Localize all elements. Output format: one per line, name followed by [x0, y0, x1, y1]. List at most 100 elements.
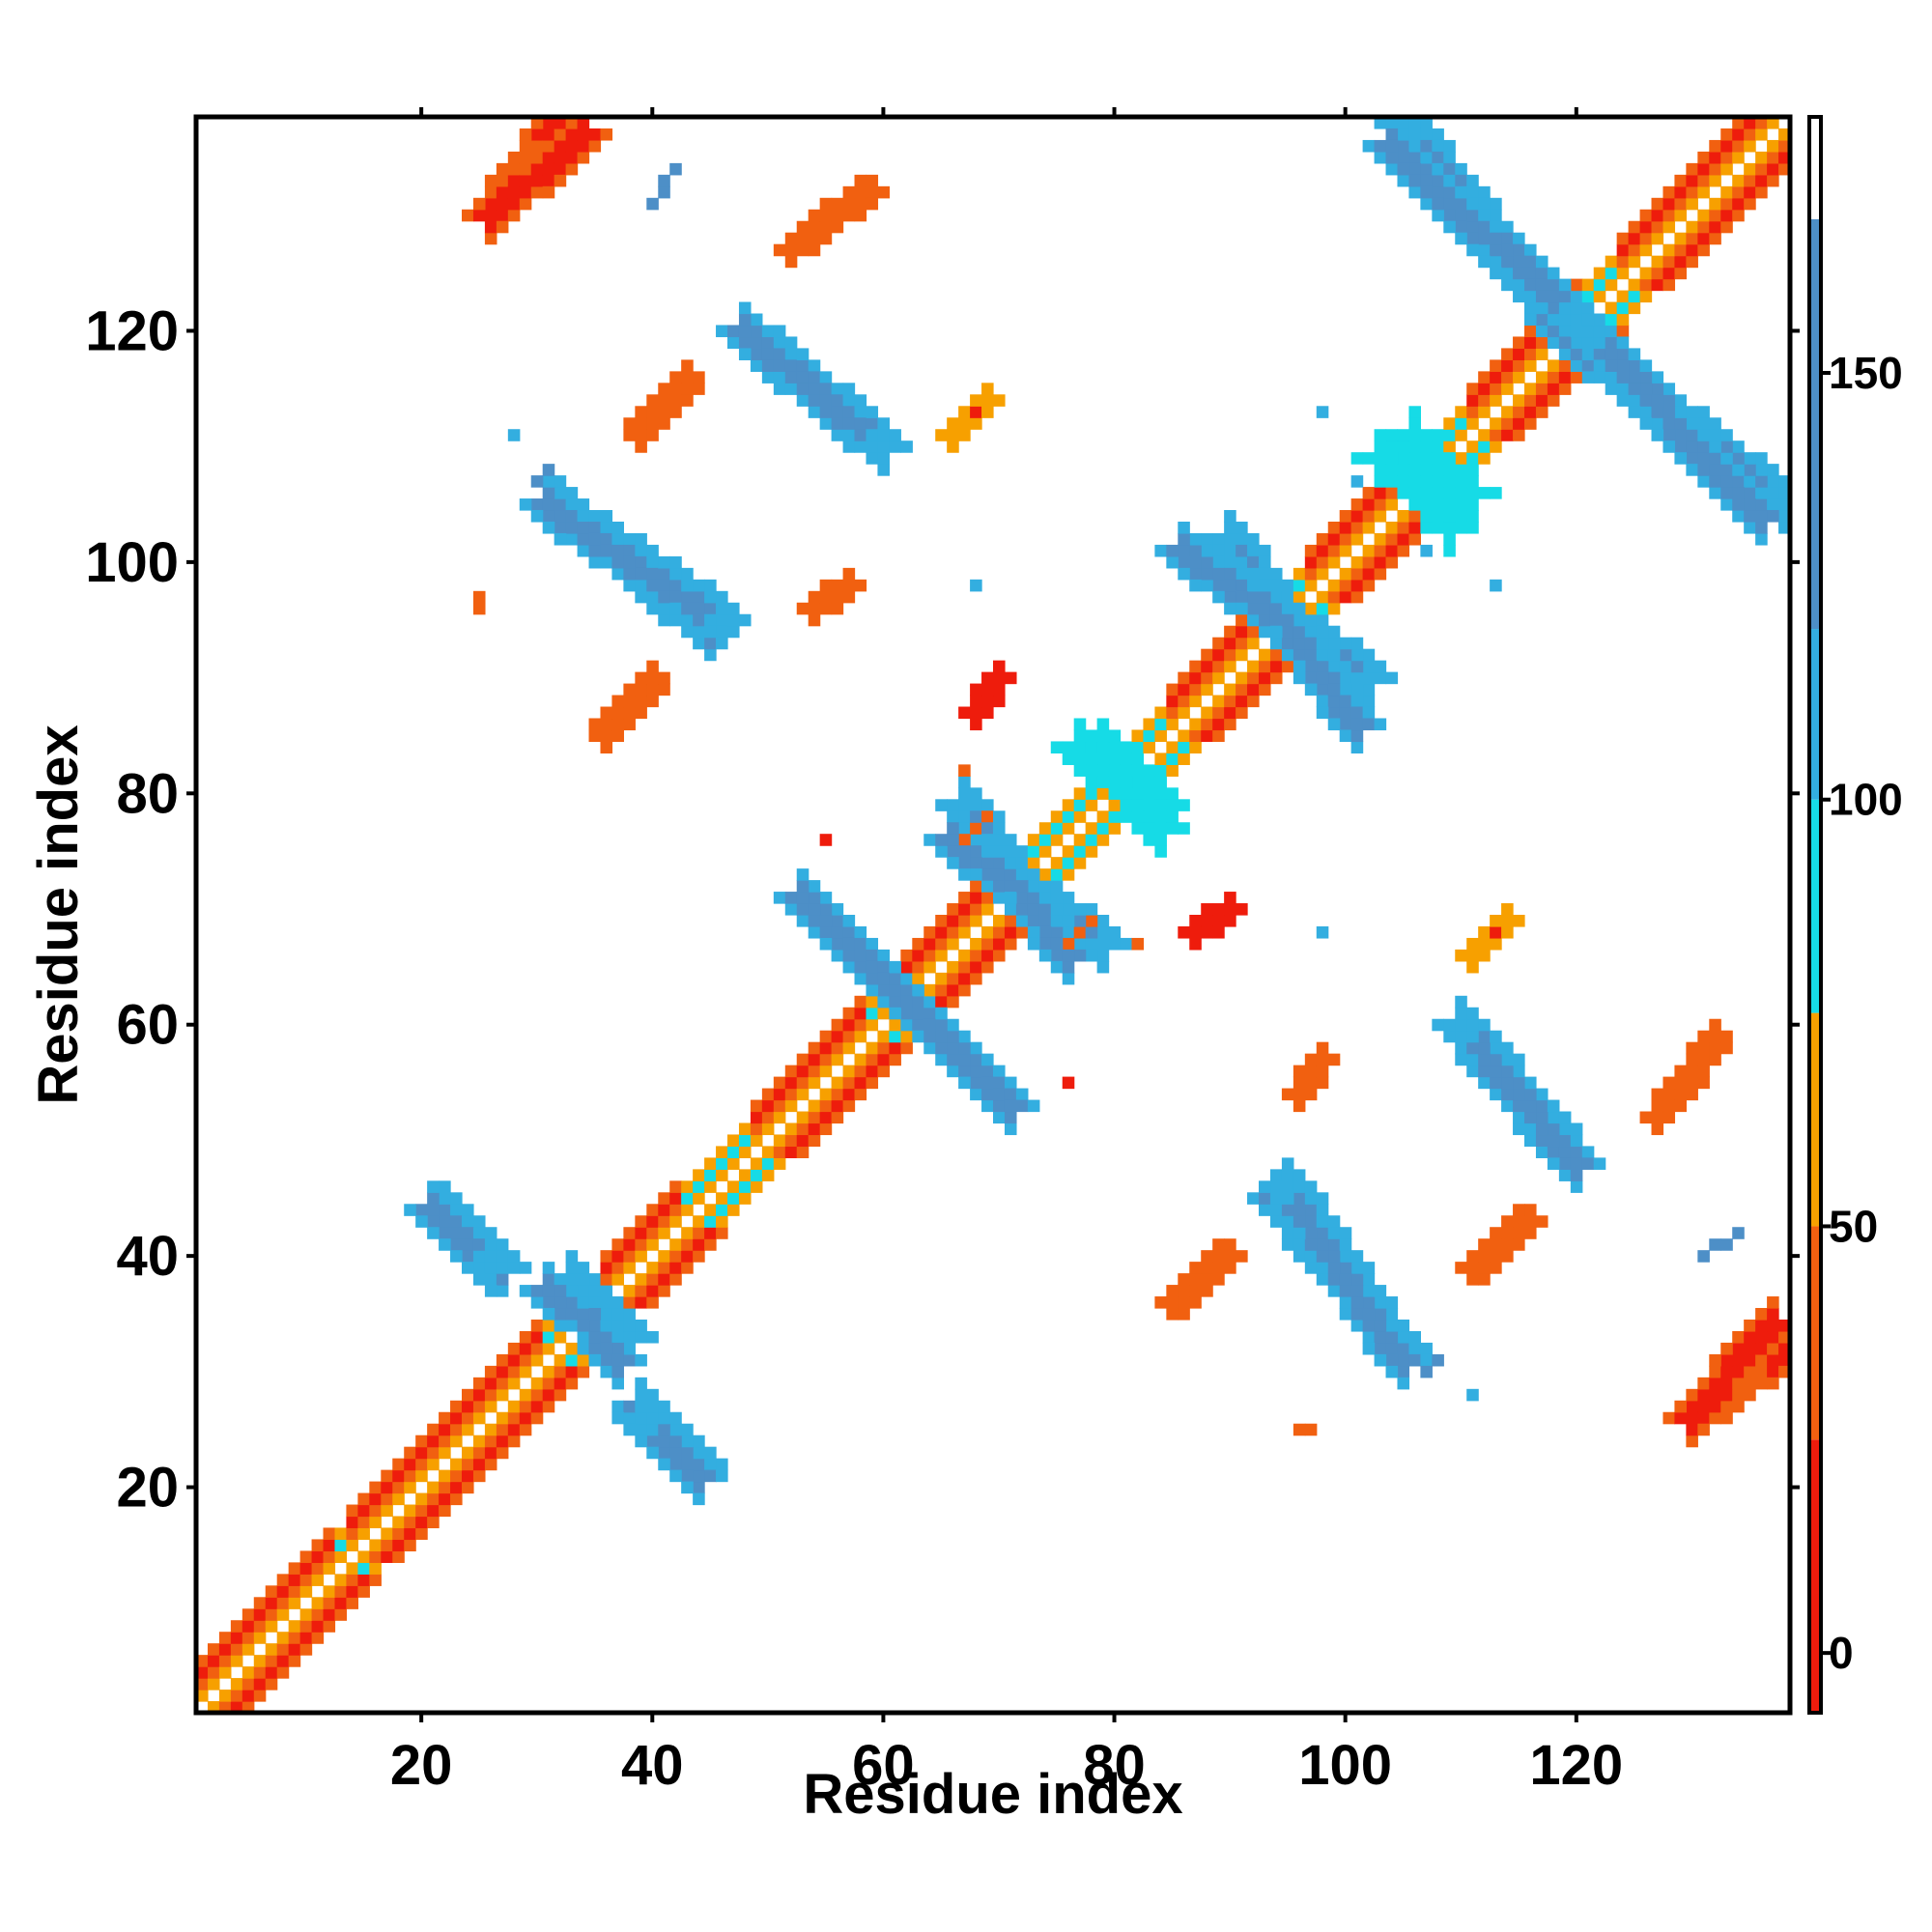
heatmap-cell	[1085, 787, 1098, 800]
heatmap-cell	[1269, 1215, 1283, 1228]
heatmap-cell	[1178, 544, 1190, 557]
heatmap-cell	[600, 544, 613, 557]
heatmap-cell	[1432, 429, 1444, 441]
heatmap-cell	[1166, 718, 1179, 731]
heatmap-cell	[716, 1146, 728, 1158]
heatmap-cell	[519, 162, 532, 176]
heatmap-cell	[669, 1423, 682, 1436]
heatmap-cell	[658, 1262, 670, 1274]
heatmap-cell	[831, 1111, 844, 1124]
heatmap-cell	[1350, 475, 1364, 488]
heatmap-cell	[1478, 1030, 1491, 1043]
heatmap-cell	[1281, 1204, 1294, 1216]
heatmap-cell	[1120, 799, 1133, 811]
heatmap-cell	[1697, 1423, 1710, 1436]
heatmap-cell	[981, 822, 994, 835]
heatmap-cell	[693, 1446, 705, 1460]
heatmap-cell	[1581, 359, 1595, 372]
heatmap-cell	[1120, 810, 1133, 823]
heatmap-cell	[635, 555, 647, 569]
heatmap-cell	[196, 1690, 209, 1702]
heatmap-cell	[611, 1238, 624, 1251]
heatmap-cell	[196, 1666, 209, 1679]
heatmap-cell	[484, 197, 497, 211]
heatmap-cell	[484, 1377, 497, 1390]
heatmap-cell	[1490, 383, 1502, 395]
heatmap-cell	[1524, 348, 1537, 360]
heatmap-cell	[404, 1446, 416, 1460]
heatmap-cell	[819, 394, 833, 407]
heatmap-cell	[1178, 706, 1190, 720]
heatmap-cell	[912, 1007, 924, 1020]
heatmap-cell	[1350, 1262, 1364, 1274]
heatmap-cell	[1201, 1285, 1213, 1297]
heatmap-cell	[981, 1076, 994, 1090]
heatmap-cell	[970, 417, 982, 430]
heatmap-cell	[669, 1180, 682, 1193]
heatmap-cell	[1178, 1285, 1190, 1297]
heatmap-cell	[1524, 255, 1537, 269]
heatmap-cell	[554, 1308, 567, 1321]
heatmap-cell	[727, 336, 740, 350]
heatmap-cell	[1686, 1411, 1698, 1425]
heatmap-cell	[842, 417, 856, 430]
heatmap-cell	[947, 1065, 959, 1078]
heatmap-cell	[611, 1308, 624, 1321]
heatmap-cell	[450, 1250, 463, 1263]
heatmap-cell	[1166, 810, 1179, 823]
heatmap-cell	[635, 544, 647, 557]
heatmap-cell	[808, 880, 821, 893]
heatmap-cell	[877, 1030, 890, 1043]
heatmap-cell	[784, 892, 798, 904]
heatmap-cell	[808, 1111, 821, 1124]
heatmap-cell	[1108, 764, 1122, 777]
heatmap-cell	[1374, 429, 1387, 441]
heatmap-cell	[1212, 925, 1225, 939]
heatmap-cell	[507, 174, 521, 187]
heatmap-cell	[947, 1018, 959, 1032]
heatmap-cell	[1490, 1238, 1502, 1251]
heatmap-cell	[635, 671, 647, 685]
heatmap-cell	[1327, 1285, 1341, 1297]
heatmap-cell	[923, 834, 936, 846]
heatmap-cell	[415, 1446, 428, 1460]
heatmap-cell	[923, 960, 936, 974]
heatmap-cell	[1466, 197, 1479, 211]
heatmap-cell	[1732, 174, 1745, 187]
heatmap-cell	[1593, 1157, 1606, 1170]
heatmap-cell	[1662, 267, 1676, 280]
heatmap-cell	[681, 602, 694, 615]
heatmap-cell	[854, 197, 867, 211]
heatmap-cell	[565, 487, 579, 499]
heatmap-cell	[1212, 660, 1225, 673]
heatmap-cell	[1732, 510, 1745, 523]
heatmap-cell	[1247, 602, 1260, 615]
heatmap-cell	[1639, 371, 1653, 384]
heatmap-cell	[773, 1134, 786, 1148]
heatmap-cell	[276, 1585, 290, 1598]
heatmap-cell	[1432, 521, 1444, 534]
heatmap-cell	[1513, 406, 1525, 418]
heatmap-cell	[1293, 1204, 1306, 1216]
heatmap-cell	[484, 1388, 497, 1402]
heatmap-cell	[1327, 1273, 1341, 1286]
heatmap-cell	[1697, 1388, 1710, 1402]
heatmap-cell	[1374, 487, 1387, 499]
heatmap-cell	[1339, 579, 1352, 592]
heatmap-cell	[507, 1250, 521, 1263]
heatmap-cell	[1269, 648, 1283, 662]
heatmap-cell	[1259, 1192, 1271, 1205]
heatmap-cell	[1732, 1400, 1745, 1413]
heatmap-cell	[1350, 510, 1364, 523]
heatmap-cell	[484, 1423, 497, 1436]
heatmap-cell	[1304, 648, 1318, 662]
heatmap-cell	[1535, 255, 1548, 269]
heatmap-cell	[958, 764, 971, 777]
heatmap-cell	[1050, 892, 1064, 904]
heatmap-cell	[1050, 868, 1064, 881]
heatmap-cell	[1744, 498, 1756, 511]
heatmap-cell	[831, 915, 844, 927]
heatmap-cell	[1720, 1388, 1733, 1402]
heatmap-cell	[947, 925, 959, 939]
heatmap-cell	[623, 567, 636, 581]
